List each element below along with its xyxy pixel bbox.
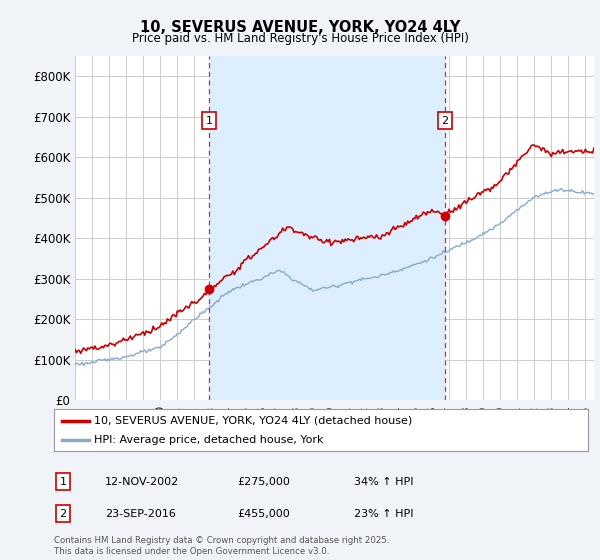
Text: Contains HM Land Registry data © Crown copyright and database right 2025.
This d: Contains HM Land Registry data © Crown c… <box>54 536 389 556</box>
Text: 10, SEVERUS AVENUE, YORK, YO24 4LY: 10, SEVERUS AVENUE, YORK, YO24 4LY <box>140 20 460 35</box>
Text: 23-SEP-2016: 23-SEP-2016 <box>105 508 176 519</box>
Text: 23% ↑ HPI: 23% ↑ HPI <box>354 508 413 519</box>
Text: 2: 2 <box>59 508 67 519</box>
Text: 1: 1 <box>205 116 212 126</box>
Text: 12-NOV-2002: 12-NOV-2002 <box>105 477 179 487</box>
Text: Price paid vs. HM Land Registry's House Price Index (HPI): Price paid vs. HM Land Registry's House … <box>131 32 469 45</box>
Text: £275,000: £275,000 <box>237 477 290 487</box>
Text: £455,000: £455,000 <box>237 508 290 519</box>
Text: 1: 1 <box>59 477 67 487</box>
Text: 34% ↑ HPI: 34% ↑ HPI <box>354 477 413 487</box>
Bar <box>209 56 445 400</box>
Text: 2: 2 <box>441 116 448 126</box>
Text: 10, SEVERUS AVENUE, YORK, YO24 4LY (detached house): 10, SEVERUS AVENUE, YORK, YO24 4LY (deta… <box>94 416 412 426</box>
Text: HPI: Average price, detached house, York: HPI: Average price, detached house, York <box>94 435 323 445</box>
